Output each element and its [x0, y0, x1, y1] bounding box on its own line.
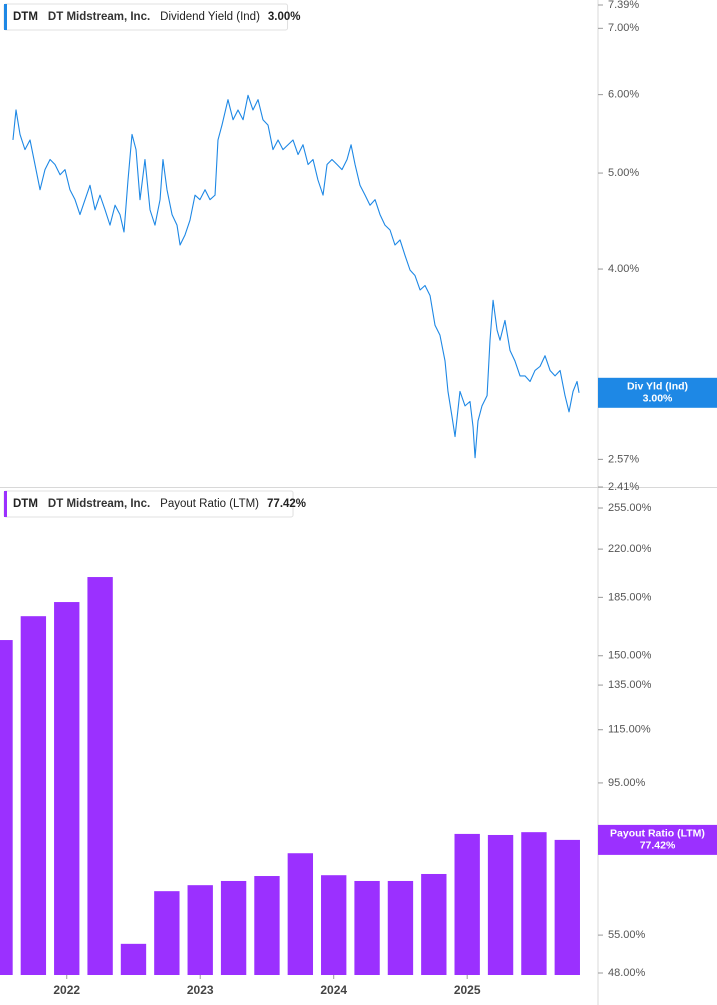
ticker: DTM	[13, 498, 38, 510]
y-tick-label: 255.00%	[608, 502, 652, 514]
y-tick-label: 2.41%	[608, 481, 639, 493]
y-tick-label: 5.00%	[608, 167, 639, 179]
legend-value: 77.42%	[267, 498, 306, 510]
legend-series-name: Dividend Yield (Ind)	[160, 11, 260, 23]
x-tick-label: 2022	[53, 983, 80, 997]
legend-value: 3.00%	[268, 11, 301, 23]
legend-accent	[4, 491, 7, 517]
y-tick-label: 115.00%	[608, 724, 651, 736]
bar	[454, 833, 480, 975]
bar	[354, 880, 380, 975]
x-tick-label: 2025	[454, 983, 481, 997]
legend: DTM DT Midstream, Inc. Payout Ratio (LTM) 7…	[13, 498, 306, 510]
bar	[54, 602, 80, 975]
bar	[87, 577, 113, 975]
bar	[20, 616, 47, 975]
last-value: 77.42%	[640, 840, 676, 852]
bar	[0, 640, 13, 975]
bar	[421, 873, 447, 975]
bar	[387, 880, 414, 975]
last-value-name: Payout Ratio (LTM)	[610, 828, 705, 840]
bar	[487, 834, 514, 975]
plot-area	[0, 577, 580, 975]
last-value: 3.00%	[643, 393, 673, 405]
y-tick-label: 2.57%	[608, 453, 639, 465]
last-value-name: Div Yld (Ind)	[627, 381, 688, 393]
bar	[154, 891, 180, 975]
bar	[321, 875, 347, 975]
bar	[521, 832, 547, 975]
y-tick-label: 150.00%	[608, 650, 652, 662]
company: DT Midstream, Inc.	[48, 498, 150, 510]
legend: DTM DT Midstream, Inc. Dividend Yield (Ind…	[13, 11, 301, 23]
x-tick-label: 2023	[187, 983, 214, 997]
y-tick-label: 6.00%	[608, 89, 639, 101]
y-tick-label: 185.00%	[608, 591, 652, 603]
last-value-box	[598, 824, 717, 855]
y-tick-label: 48.00%	[608, 967, 646, 979]
company: DT Midstream, Inc.	[48, 11, 150, 23]
line-series	[12, 94, 580, 459]
bar	[187, 885, 213, 975]
bar	[554, 839, 580, 975]
last-value-box	[598, 377, 717, 408]
y-tick-label: 55.00%	[608, 929, 646, 941]
x-tick-label: 2024	[320, 983, 347, 997]
bar	[287, 853, 314, 975]
bar	[254, 876, 280, 975]
legend-accent	[4, 4, 7, 30]
y-tick-label: 95.00%	[608, 777, 646, 789]
y-tick-label: 7.00%	[608, 22, 639, 34]
legend-series-name: Payout Ratio (LTM)	[160, 498, 259, 510]
ticker: DTM	[13, 11, 38, 23]
y-tick-label: 135.00%	[608, 679, 652, 691]
bar	[220, 880, 247, 975]
y-tick-label: 4.00%	[608, 263, 639, 275]
y-tick-label: 220.00%	[608, 543, 652, 555]
plot-area	[12, 94, 580, 459]
y-tick-label: 7.39%	[608, 0, 639, 11]
bar	[120, 943, 147, 975]
